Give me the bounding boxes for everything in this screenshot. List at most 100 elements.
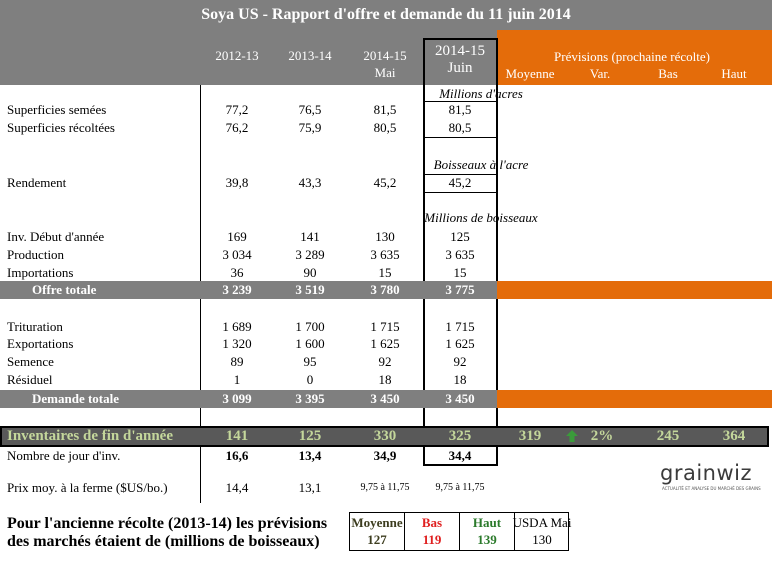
up-arrow [566, 430, 578, 442]
old-crop-label: Bas [421, 515, 443, 530]
cell-value: 92 [453, 354, 467, 369]
old-crop-divider [514, 512, 515, 551]
row-label: Inventaires de fin d'année [7, 428, 173, 444]
cell-value: 3 034 [222, 247, 252, 262]
cell-value: 9,75 à 11,75 [435, 482, 485, 493]
column-header: 2014-15 [435, 43, 485, 59]
unit-label: Millions d'acres [439, 86, 523, 101]
cell-value: 18 [378, 372, 392, 387]
cell-value: 130 [375, 229, 395, 244]
cell-value: 3 395 [295, 391, 325, 406]
cell-value: 45,2 [448, 175, 472, 190]
row-label: Prix moy. à la ferme ($US/bo.) [7, 480, 168, 495]
cell-value: 125 [298, 428, 322, 444]
logo-tagline: ACTUALITÉ ET ANALYSE DU MARCHÉ DES GRAIN… [662, 486, 761, 491]
cell-value: 92 [378, 354, 392, 369]
cell-value: 39,8 [225, 175, 249, 190]
unit-label: Boisseaux à l'acre [433, 157, 529, 172]
cell-value: 18 [453, 372, 467, 387]
logo: grainwiz [660, 461, 753, 485]
forecast-value: 364 [722, 428, 746, 444]
cell-value: 80,5 [448, 120, 472, 135]
column-header: 2013-14 [288, 48, 332, 63]
row-label: Demande totale [32, 391, 120, 406]
cell-value: 3 775 [445, 282, 475, 297]
old-crop-value: 139 [477, 532, 497, 547]
cell-value: 3 780 [370, 282, 400, 297]
cell-value: 3 289 [295, 247, 325, 262]
forecast-value: 245 [656, 428, 680, 444]
cell-value: 80,5 [373, 120, 397, 135]
forecast-header [497, 30, 772, 85]
note-line: des marchés étaient de (millions de bois… [7, 533, 320, 550]
forecast-column: Moyenne [505, 66, 555, 81]
value-box [423, 174, 498, 193]
old-crop-value: 119 [422, 532, 442, 547]
cell-value: 1 625 [445, 336, 475, 351]
cell-value: 75,9 [298, 120, 322, 135]
cell-value: 13,1 [298, 480, 322, 495]
forecast-bar [497, 281, 772, 299]
row-label: Semence [7, 354, 54, 369]
old-crop-label: Haut [472, 515, 502, 530]
cell-value: 90 [303, 265, 317, 280]
cell-value: 76,5 [298, 102, 322, 117]
cell-value: 95 [303, 354, 317, 369]
cell-value: 1 689 [222, 319, 252, 334]
old-crop-label: USDA Mai [512, 515, 572, 530]
row-label: Production [7, 247, 65, 262]
cell-value: 15 [378, 265, 392, 280]
cell-value: 125 [450, 229, 470, 244]
unit-label: Millions de boisseaux [424, 210, 538, 225]
cell-value: 325 [448, 428, 472, 444]
cell-value: 3 450 [445, 391, 475, 406]
cell-value: 13,4 [298, 448, 322, 463]
cell-value: 43,3 [298, 175, 322, 190]
arrow-icon [566, 430, 578, 442]
title-bar [0, 0, 772, 30]
column-header: 2014-15 [363, 48, 407, 63]
forecast-column: Bas [658, 66, 678, 81]
cell-value: 169 [227, 229, 247, 244]
column-header: Juin [447, 60, 473, 76]
cell-value: 0 [306, 372, 314, 387]
column-header: Mai [374, 65, 396, 80]
cell-value: 15 [453, 265, 467, 280]
cell-value: 16,6 [225, 448, 249, 463]
cell-value: 3 635 [445, 247, 475, 262]
cell-value: 3 635 [370, 247, 400, 262]
juin-column [423, 38, 498, 466]
row-label: Offre totale [32, 282, 97, 297]
total-bar [0, 281, 497, 299]
column-header: 2012-13 [215, 48, 259, 63]
row-label: Superficies récoltées [7, 120, 115, 135]
cell-value: 3 239 [222, 282, 252, 297]
old-crop-label: Moyenne [351, 515, 403, 530]
cell-value: 1 320 [222, 336, 252, 351]
forecast-bar [497, 390, 772, 408]
note-line: Pour l'ancienne récolte (2013-14) les pr… [7, 515, 328, 532]
cell-value: 1 [233, 372, 241, 387]
inventory-bar [0, 426, 769, 447]
cell-value: 9,75 à 11,75 [360, 482, 410, 493]
row-label: Nombre de jour d'inv. [7, 448, 121, 463]
row-label: Rendement [7, 175, 67, 190]
cell-value: 34,9 [373, 448, 397, 463]
old-crop-divider [459, 512, 460, 551]
forecast-value: 319 [518, 428, 542, 444]
cell-value: 141 [300, 229, 320, 244]
cell-value: 81,5 [448, 102, 472, 117]
cell-value: 3 519 [295, 282, 325, 297]
cell-value: 1 715 [370, 319, 400, 334]
cell-value: 3 099 [222, 391, 252, 406]
title: Soya US - Rapport d'offre et demande du … [201, 6, 571, 23]
cell-value: 330 [373, 428, 397, 444]
old-crop-value: 130 [532, 532, 552, 547]
row-label: Superficies semées [7, 102, 107, 117]
forecast-column: Var. [589, 66, 611, 81]
cell-value: 77,2 [225, 102, 249, 117]
row-label: Exportations [7, 336, 74, 351]
row-label: Inv. Début d'année [7, 229, 105, 244]
old-crop-divider [404, 512, 405, 551]
